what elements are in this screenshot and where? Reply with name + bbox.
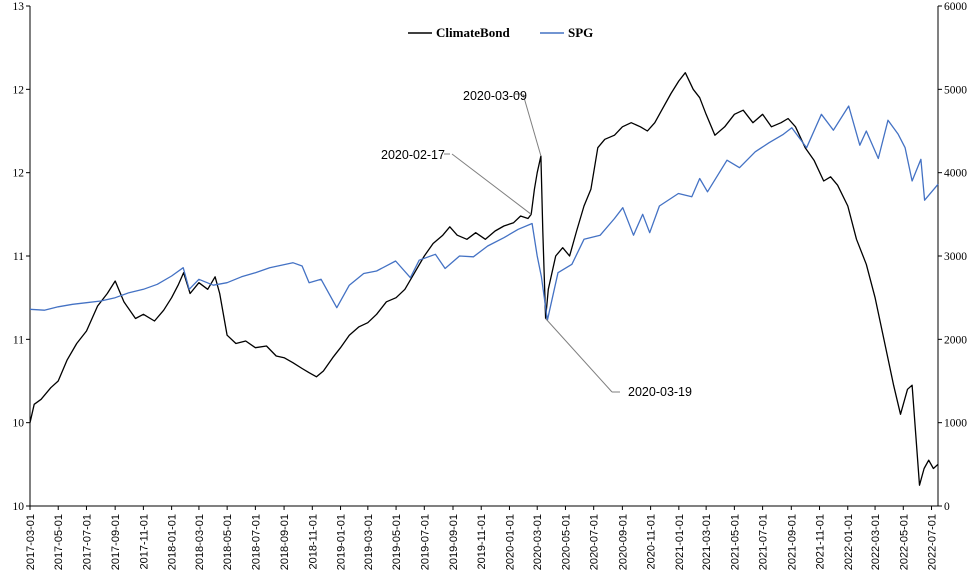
- x-tick-label: 2020-09-01: [617, 514, 629, 570]
- x-tick-label: 2017-09-01: [110, 514, 122, 570]
- left-tick-label: 11: [13, 251, 24, 263]
- x-tick-label: 2018-05-01: [222, 514, 234, 570]
- x-tick-label: 2019-05-01: [391, 514, 403, 570]
- x-tick-label: 2021-05-01: [729, 514, 741, 570]
- annotation-label: 2020-03-09: [463, 89, 527, 103]
- left-tick-label: 11: [13, 334, 24, 346]
- x-tick-label: 2019-03-01: [363, 514, 375, 570]
- x-tick-label: 2021-01-01: [674, 514, 686, 570]
- x-tick-label: 2020-11-01: [646, 514, 658, 569]
- right-axis-ticks: 0 1000 2000 3000 4000 5000 6000: [938, 1, 967, 513]
- x-tick-label: 2022-07-01: [927, 514, 939, 570]
- x-tick-label: 2021-09-01: [786, 514, 798, 570]
- x-tick-label: 2022-03-01: [870, 514, 882, 570]
- x-tick-label: 2018-09-01: [279, 514, 291, 570]
- chart-legend: ClimateBond SPG: [408, 25, 593, 40]
- x-tick-label: 2022-01-01: [843, 514, 855, 570]
- series-line-spg: [29, 105, 939, 321]
- x-tick-label: 2017-11-01: [138, 514, 150, 569]
- left-tick-label: 12: [13, 168, 25, 180]
- left-axis-ticks: 10 10 11 11 12 12 13: [13, 1, 30, 513]
- x-tick-label: 2017-03-01: [25, 514, 37, 570]
- x-tick-label: 2020-03-01: [532, 514, 544, 570]
- right-tick-label: 5000: [944, 84, 967, 96]
- x-tick-label: 2019-01-01: [336, 514, 348, 570]
- right-tick-label: 2000: [944, 334, 967, 346]
- left-tick-label: 12: [13, 84, 25, 96]
- chart-axes: [29, 6, 939, 507]
- right-tick-label: 0: [944, 501, 950, 513]
- right-tick-label: 6000: [944, 1, 967, 13]
- annotation-leader: [545, 318, 613, 393]
- x-tick-label: 2018-01-01: [167, 514, 179, 570]
- x-axis-ticks: 2017-03-01 2017-05-01 2017-07-01 2017-09-01…: [25, 506, 939, 570]
- series-layer: [29, 72, 939, 486]
- x-tick-label: 2017-07-01: [81, 514, 93, 570]
- annotation-label: 2020-02-17: [381, 148, 445, 162]
- left-tick-label: 10: [13, 501, 25, 513]
- annotation-label: 2020-03-19: [628, 385, 692, 399]
- right-tick-label: 4000: [944, 168, 967, 180]
- x-tick-label: 2018-03-01: [194, 514, 206, 570]
- right-tick-label: 3000: [944, 251, 967, 263]
- x-tick-label: 2019-07-01: [419, 514, 431, 570]
- annotation-leader: [451, 153, 532, 215]
- x-tick-label: 2021-11-01: [815, 514, 827, 569]
- legend-label-climatebond: ClimateBond: [436, 25, 510, 40]
- x-tick-label: 2020-05-01: [560, 514, 572, 570]
- right-tick-label: 1000: [944, 418, 967, 430]
- x-tick-label: 2018-11-01: [307, 514, 319, 569]
- x-tick-label: 2022-05-01: [898, 514, 910, 570]
- x-tick-label: 2021-03-01: [701, 514, 713, 570]
- x-tick-label: 2017-05-01: [53, 514, 65, 570]
- annotation-layer: 2020-03-09 2020-02-17 2020-03-19: [381, 89, 692, 399]
- legend-label-spg: SPG: [568, 25, 593, 40]
- left-tick-label: 10: [13, 418, 25, 430]
- left-tick-label: 13: [13, 1, 25, 13]
- x-tick-label: 2020-01-01: [504, 514, 516, 570]
- x-tick-label: 2020-07-01: [589, 514, 601, 570]
- annotation-leader: [522, 93, 542, 157]
- x-tick-label: 2019-11-01: [476, 514, 488, 569]
- x-tick-label: 2019-09-01: [448, 514, 460, 570]
- x-tick-label: 2021-07-01: [758, 514, 770, 570]
- x-tick-label: 2018-07-01: [250, 514, 262, 570]
